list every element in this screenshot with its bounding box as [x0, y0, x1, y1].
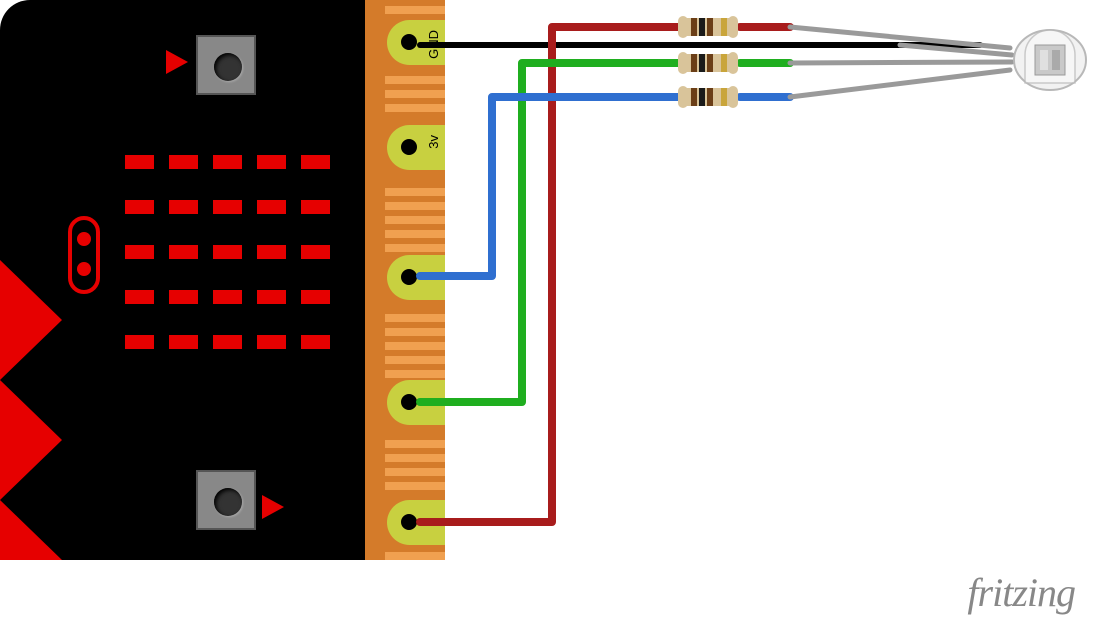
triangle-b-icon	[262, 495, 284, 519]
r3	[683, 88, 733, 106]
circuit-diagram: GND 3v fritzing	[0, 0, 1095, 624]
r2	[683, 54, 733, 72]
pin-p1	[387, 380, 445, 425]
lead-gnd	[900, 45, 1012, 55]
rgb-led	[1010, 25, 1090, 95]
pin-p0	[387, 500, 445, 545]
p0-red-wire	[420, 27, 650, 522]
microbit-board: GND 3v	[0, 0, 445, 560]
oval-logo	[68, 216, 100, 294]
button-a[interactable]	[196, 35, 256, 95]
pin-3v-label: 3v	[426, 135, 441, 149]
led-matrix	[125, 155, 330, 360]
lead-blue	[790, 70, 1010, 97]
pin-gnd: GND	[387, 20, 445, 65]
triangle-a-icon	[166, 50, 188, 74]
pin-gnd-label: GND	[426, 30, 441, 59]
lead-green	[790, 62, 1012, 63]
r1	[683, 18, 733, 36]
lead-red	[790, 27, 1010, 48]
pin-3v: 3v	[387, 125, 445, 170]
pin-p2	[387, 255, 445, 300]
corner-decor	[0, 260, 110, 560]
edge-connector: GND 3v	[365, 0, 445, 560]
p2-blue-wire	[420, 97, 650, 276]
fritzing-label: fritzing	[967, 569, 1075, 616]
button-b[interactable]	[196, 470, 256, 530]
p1-green-wire	[420, 63, 650, 402]
